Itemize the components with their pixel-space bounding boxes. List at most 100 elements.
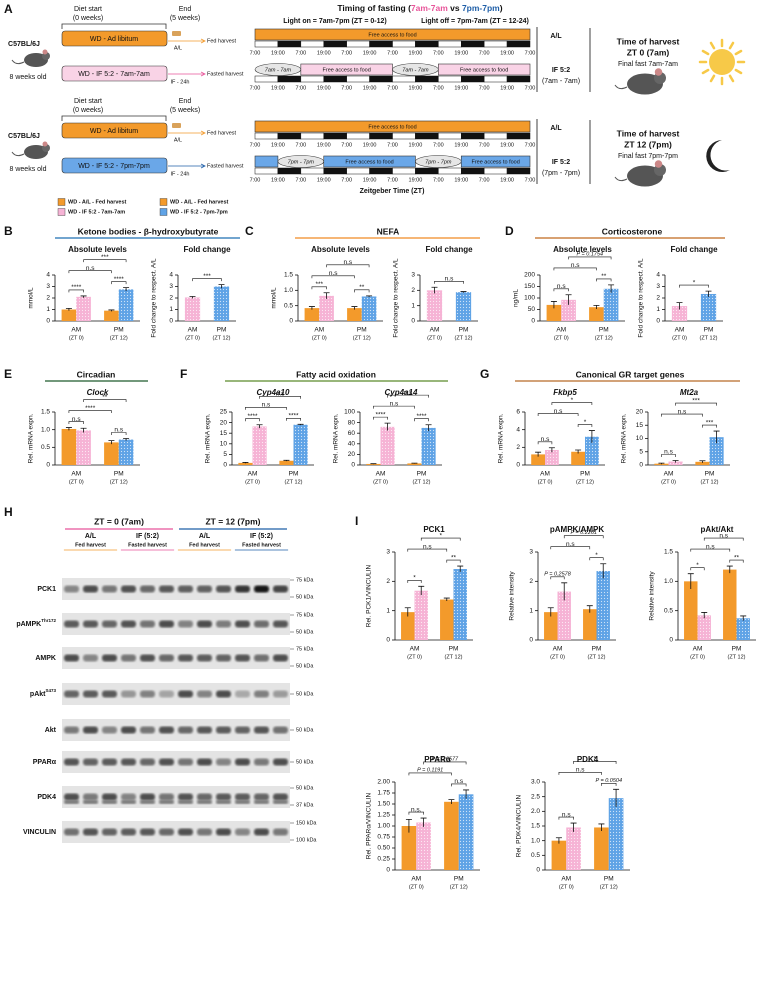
y-tick-label: 3 — [169, 283, 173, 290]
harvest-arrow — [200, 71, 206, 77]
y-tick-label: 2.5 — [531, 793, 540, 800]
marker-label: 50 kDa — [296, 785, 314, 791]
y-tick-label: 2 — [529, 578, 533, 585]
error-bar — [613, 788, 620, 807]
significance-label: n.s — [562, 811, 571, 818]
y-tick-label: 0 — [536, 867, 540, 874]
light-dark-block — [369, 167, 393, 175]
legend-swatch — [159, 198, 168, 206]
y-axis-label: Fold change to respect. A/L — [393, 258, 400, 338]
blot-band — [216, 585, 231, 593]
panel-letter: C — [245, 224, 254, 238]
panel-title: Corticosterone — [602, 226, 663, 236]
y-tick-label: 2 — [46, 295, 50, 302]
x-tick-sublabel: (ZT 12) — [285, 479, 303, 485]
chart-title: Fold change — [670, 245, 718, 254]
time-label: 19:00 — [454, 50, 468, 56]
fasting-window — [254, 63, 302, 76]
bar — [608, 798, 624, 870]
blot-band — [235, 726, 250, 734]
light-dark-block — [254, 132, 279, 140]
y-tick-label: 2 — [656, 295, 660, 302]
y-tick-label: 0 — [351, 462, 355, 469]
x-tick-sublabel: (ZT 12) — [595, 335, 613, 341]
x-tick-sublabel: (ZT 12) — [700, 335, 718, 341]
x-tick-label: AM — [410, 646, 420, 653]
blot-band — [273, 654, 288, 662]
y-tick-label: 100 — [524, 295, 535, 302]
blot-band — [121, 793, 136, 801]
food-icon — [172, 31, 181, 36]
significance-bracket — [192, 278, 222, 282]
error-bar — [561, 582, 568, 601]
bar — [546, 304, 562, 321]
time-label: 7:00 — [250, 177, 261, 183]
bar — [76, 430, 91, 465]
blot-band — [102, 620, 117, 628]
y-tick-label: 0.5 — [664, 607, 673, 614]
blot-label-text: pAkt — [30, 691, 46, 698]
significance-bracket — [550, 576, 565, 580]
significance-label: n.s — [557, 283, 566, 290]
error-bar — [418, 585, 425, 596]
mouse-icon — [654, 160, 663, 168]
time-label: 7:00 — [479, 142, 490, 148]
light-dark-block — [415, 167, 439, 175]
blot-band — [64, 620, 79, 628]
y-tick-label: 3 — [46, 283, 50, 290]
condition-harvest: Fasted harvest — [128, 542, 167, 548]
error-bar — [123, 438, 130, 441]
x-tick-sublabel: (ZT 12) — [455, 335, 473, 341]
blot-band — [102, 585, 117, 593]
time-label: 19:00 — [500, 142, 514, 148]
blot-band — [235, 800, 250, 804]
x-tick-label: AM — [675, 327, 685, 334]
blot-band — [197, 828, 212, 836]
y-tick-label: 1.0 — [531, 837, 540, 844]
bar — [401, 826, 417, 870]
error-bar — [740, 615, 747, 621]
sun-ray — [701, 49, 710, 56]
bar — [697, 615, 711, 640]
label: Final fast 7am-7am — [618, 61, 678, 68]
significance-bracket — [451, 783, 467, 787]
x-tick-label: PM — [454, 876, 464, 883]
y-tick-label: 0 — [529, 637, 533, 644]
light-dark-block — [415, 40, 439, 48]
blot-membrane — [62, 613, 290, 635]
blot-band — [140, 828, 155, 836]
light-dark-block — [369, 40, 393, 48]
time-label: 7:00 — [433, 85, 444, 91]
y-tick-label: 25 — [220, 409, 228, 416]
blot-band — [83, 585, 98, 593]
condition-label: IF (5:2) — [250, 533, 273, 540]
bar — [213, 286, 230, 321]
bar — [603, 288, 619, 321]
food-bar — [254, 120, 531, 133]
y-tick-label: 5 — [223, 451, 227, 458]
error-bar — [384, 422, 391, 431]
x-tick-label: PM — [732, 646, 742, 653]
error-bar — [443, 597, 450, 601]
significance-bracket — [537, 413, 579, 417]
blot-band — [273, 758, 288, 766]
y-tick-label: 1 — [46, 306, 50, 313]
blot-band — [178, 828, 193, 836]
error-bar — [535, 451, 542, 457]
significance-label: ** — [451, 554, 457, 561]
time-label: 19:00 — [271, 142, 285, 148]
x-tick-label: AM — [556, 327, 566, 334]
blot-band — [83, 620, 98, 628]
blot-band — [159, 690, 174, 698]
label: A/L — [550, 125, 562, 132]
significance-label: P = 0.1191 — [417, 767, 443, 773]
light-dark-block — [323, 167, 347, 175]
y-tick-label: 0 — [386, 867, 390, 874]
marker-label: 75 kDa — [296, 612, 314, 618]
zt-group-label: ZT = 0 (7am) — [94, 516, 144, 526]
blot-band — [102, 690, 117, 698]
significance-label: n.s — [445, 275, 454, 282]
blot-band — [159, 758, 174, 766]
y-axis-label: mmol/L — [28, 287, 35, 309]
y-tick-label: 1 — [656, 306, 660, 313]
